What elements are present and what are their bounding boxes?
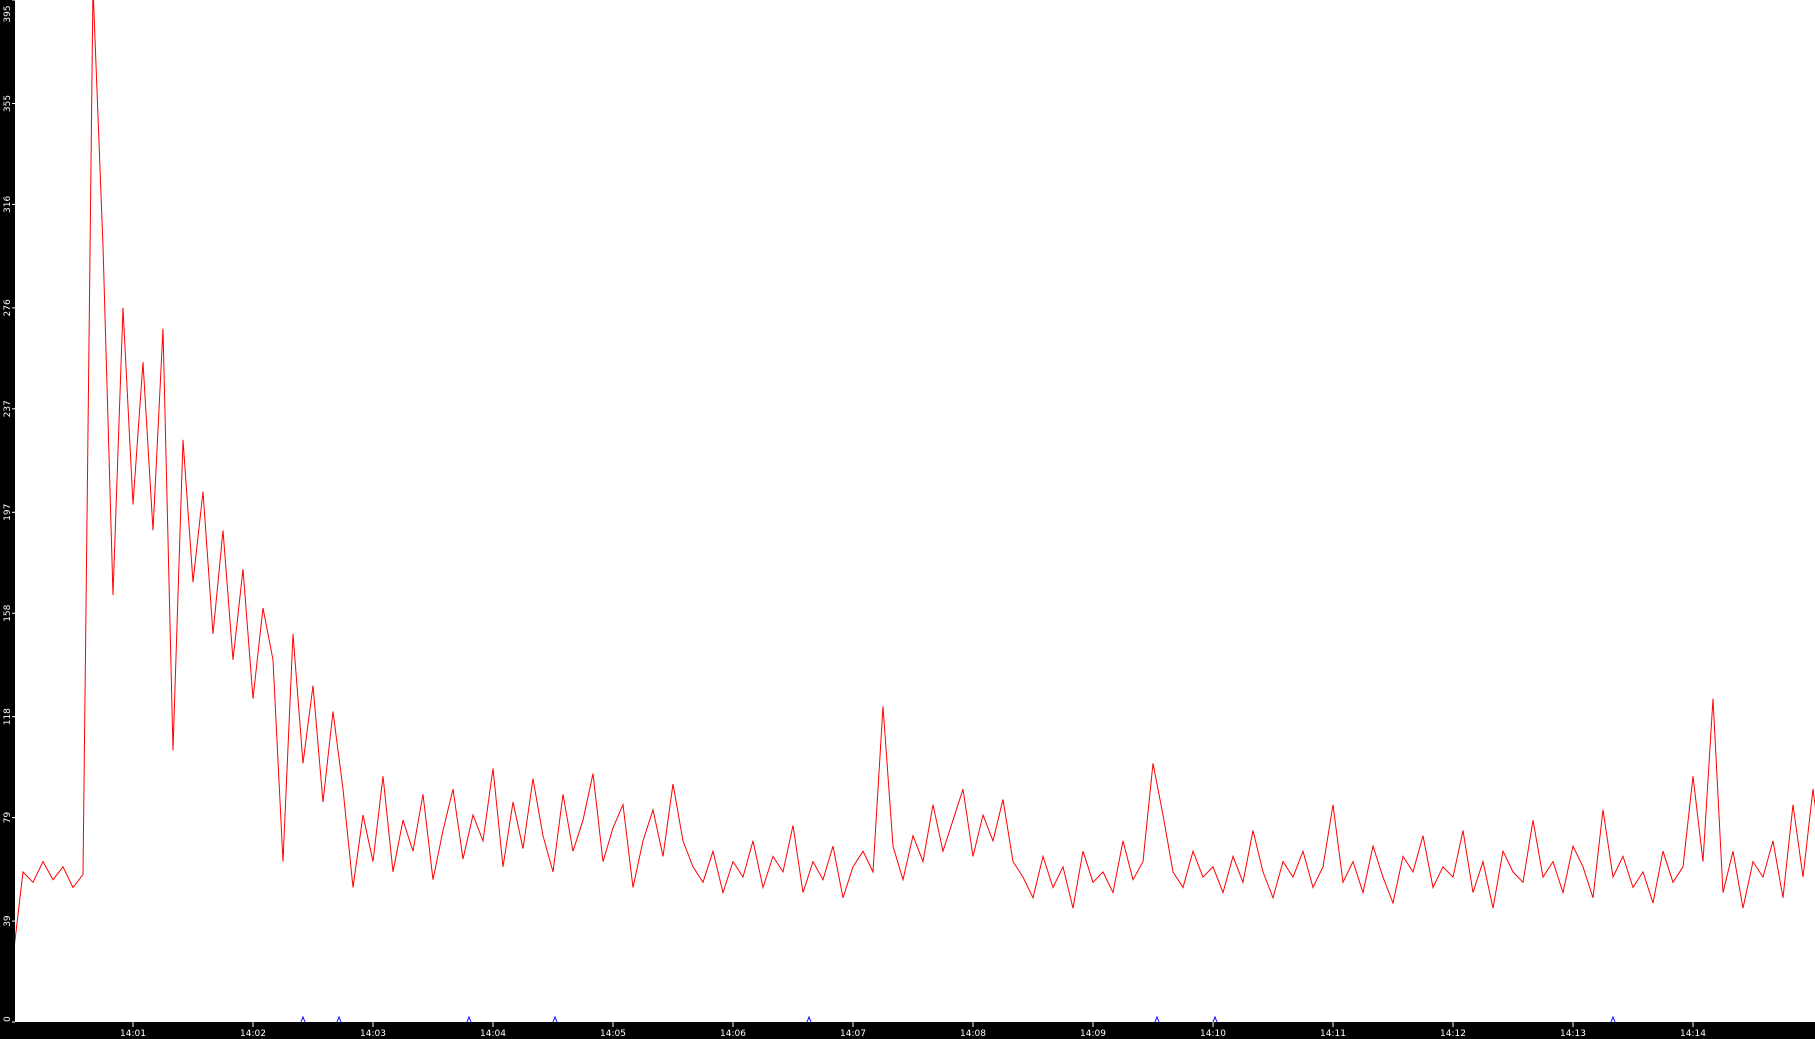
y-tick-label: 158 (3, 604, 13, 621)
y-tick-label: 316 (3, 196, 13, 213)
x-tick-label: 14:01 (120, 1029, 146, 1039)
y-tick-label: 39 (3, 915, 13, 927)
x-tick-label: 14:08 (960, 1029, 986, 1039)
x-tick-label: 14:12 (1440, 1029, 1466, 1039)
event-marker (552, 1015, 558, 1023)
event-marker (336, 1015, 342, 1023)
y-tick-label: 118 (3, 708, 13, 725)
x-axis-bar (0, 1022, 1815, 1039)
x-tick-label: 14:02 (240, 1029, 266, 1039)
series-line (15, 0, 1815, 945)
y-tick-label: 79 (3, 812, 13, 824)
y-axis-bar (0, 0, 15, 1039)
y-tick-label: 395 (3, 5, 13, 22)
x-tick-label: 14:04 (480, 1029, 506, 1039)
x-tick-label: 14:11 (1320, 1029, 1346, 1039)
y-tick-label: 197 (3, 504, 13, 521)
event-marker (1154, 1015, 1160, 1023)
x-tick-label: 14:05 (600, 1029, 626, 1039)
y-tick-label: 276 (3, 299, 13, 316)
plot-background (15, 0, 1815, 1022)
x-tick-label: 14:14 (1680, 1029, 1706, 1039)
x-tick-label: 14:13 (1560, 1029, 1586, 1039)
y-tick-label: 0 (3, 1016, 13, 1022)
x-tick-label: 14:09 (1080, 1029, 1106, 1039)
x-tick-label: 14:03 (360, 1029, 386, 1039)
x-tick-label: 14:07 (840, 1029, 866, 1039)
event-marker (300, 1015, 306, 1023)
event-marker (466, 1015, 472, 1023)
event-marker (806, 1015, 812, 1023)
event-marker (1610, 1015, 1616, 1023)
event-marker (1212, 1015, 1218, 1023)
x-tick-label: 14:06 (720, 1029, 746, 1039)
x-tick-label: 14:10 (1200, 1029, 1226, 1039)
y-tick-label: 355 (3, 95, 13, 112)
y-tick-label: 237 (3, 400, 13, 417)
